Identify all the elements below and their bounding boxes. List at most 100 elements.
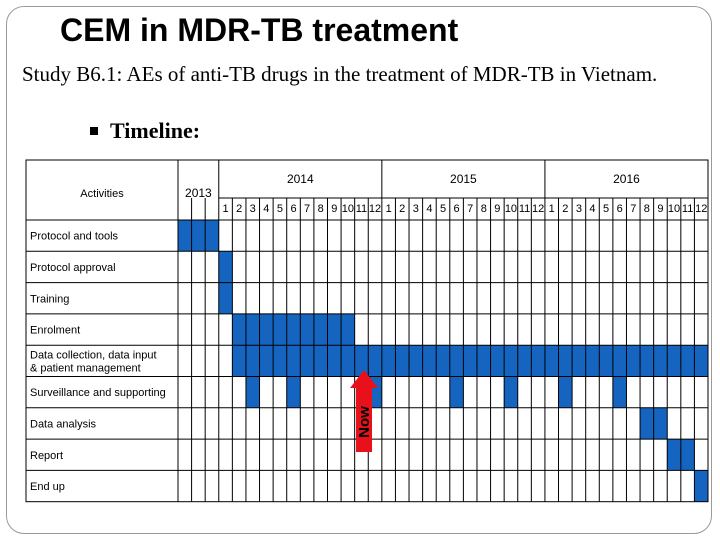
gantt-bar: [572, 345, 586, 377]
gantt-bar: [422, 345, 437, 377]
gantt-bar: [327, 313, 342, 346]
activity-label: Protocol approval: [30, 262, 116, 274]
month-label: 3: [250, 203, 256, 215]
gantt-bar: [341, 313, 355, 346]
timeline-bullet-text: Timeline:: [110, 118, 201, 143]
gantt-bar: [286, 345, 301, 377]
gantt-bar: [436, 345, 450, 377]
gantt-bar: [694, 345, 708, 377]
slide-title: CEM in MDR-TB treatment: [60, 12, 459, 48]
month-label: 6: [617, 203, 623, 215]
now-label: Now: [356, 406, 373, 438]
month-label: 2: [236, 203, 242, 215]
month-label: 8: [644, 203, 650, 215]
gantt-bar: [504, 345, 518, 377]
month-label: 8: [318, 203, 324, 215]
month-label: 5: [440, 203, 446, 215]
gantt-bar: [327, 345, 342, 377]
gantt-bar: [354, 345, 369, 377]
slide-subtitle: Study B6.1: AEs of anti-TB drugs in the …: [22, 62, 658, 86]
year-header: 2016: [613, 172, 640, 186]
month-label: 11: [519, 203, 530, 215]
gantt-bar: [680, 345, 695, 377]
gantt-bar: [273, 345, 287, 377]
gantt-bar: [490, 345, 505, 377]
month-label: 11: [682, 203, 693, 215]
table-border: [25, 159, 709, 503]
gantt-bar: [286, 376, 301, 408]
month-label: 12: [532, 203, 544, 215]
gantt-bar: [313, 345, 328, 377]
month-label: 10: [668, 203, 680, 215]
gantt-bar: [558, 376, 573, 408]
gantt-bar: [558, 345, 573, 377]
gantt-bar: [273, 313, 287, 346]
month-label: 5: [603, 203, 609, 215]
gantt-bar: [449, 376, 464, 408]
activities-header: Activities: [80, 188, 124, 200]
activity-label: Enrolment: [30, 325, 80, 337]
gantt-bar: [667, 345, 681, 377]
month-label: 7: [304, 203, 310, 215]
month-label: 3: [413, 203, 419, 215]
gantt-bar: [300, 345, 314, 377]
month-label: 6: [454, 203, 460, 215]
activity-label: Surveillance and supporting: [30, 387, 166, 399]
month-label: 2: [562, 203, 568, 215]
month-label: 1: [549, 203, 555, 215]
gantt-bar: [504, 376, 518, 408]
year-2013-header: 2013: [185, 186, 212, 200]
gantt-bar: [653, 407, 668, 440]
gantt-bar: [341, 345, 355, 377]
gantt-bar: [218, 282, 233, 314]
year-header: 2015: [450, 172, 477, 186]
gantt-bar: [259, 345, 274, 377]
gantt-bar: [463, 345, 477, 377]
gantt-bar: [368, 345, 382, 377]
month-label: 10: [342, 203, 354, 215]
month-label: 8: [481, 203, 487, 215]
month-label: 7: [630, 203, 636, 215]
gantt-bar: [585, 345, 600, 377]
month-label: 4: [589, 203, 595, 215]
gantt-bar: [178, 220, 192, 252]
month-label: 2: [399, 203, 405, 215]
gantt-bar: [640, 407, 654, 440]
gantt-bar: [191, 220, 206, 252]
gantt-bar: [667, 439, 681, 471]
gantt-bar: [409, 345, 423, 377]
month-label: 7: [467, 203, 473, 215]
gantt-bar: [232, 345, 246, 377]
month-label: 9: [494, 203, 500, 215]
gantt-bar: [245, 313, 260, 346]
month-label: 11: [356, 203, 367, 215]
year-header: 2014: [287, 172, 314, 186]
month-label: 10: [505, 203, 517, 215]
month-label: 4: [263, 203, 269, 215]
gantt-bar: [259, 313, 274, 346]
gantt-bar: [680, 439, 695, 471]
month-label: 1: [386, 203, 392, 215]
gantt-bar: [245, 376, 260, 408]
gantt-bar: [640, 345, 654, 377]
gantt-bar: [626, 345, 641, 377]
timeline-bullet: Timeline:: [90, 118, 200, 144]
gantt-bar: [544, 345, 559, 377]
month-label: 4: [426, 203, 432, 215]
month-label: 9: [657, 203, 663, 215]
gantt-bar: [300, 313, 314, 346]
activity-label: Protocol and tools: [30, 231, 119, 243]
gantt-bar: [232, 313, 246, 346]
gantt-bar: [313, 313, 328, 346]
gantt-bar: [694, 470, 708, 502]
gantt-bar: [449, 345, 464, 377]
gantt-bar: [245, 345, 260, 377]
month-label: 12: [369, 203, 381, 215]
activity-label: End up: [30, 481, 65, 493]
slide-frame: [6, 6, 712, 534]
month-label: 12: [695, 203, 707, 215]
activity-label: Data analysis: [30, 418, 97, 430]
month-label: 3: [576, 203, 582, 215]
month-label: 9: [331, 203, 337, 215]
